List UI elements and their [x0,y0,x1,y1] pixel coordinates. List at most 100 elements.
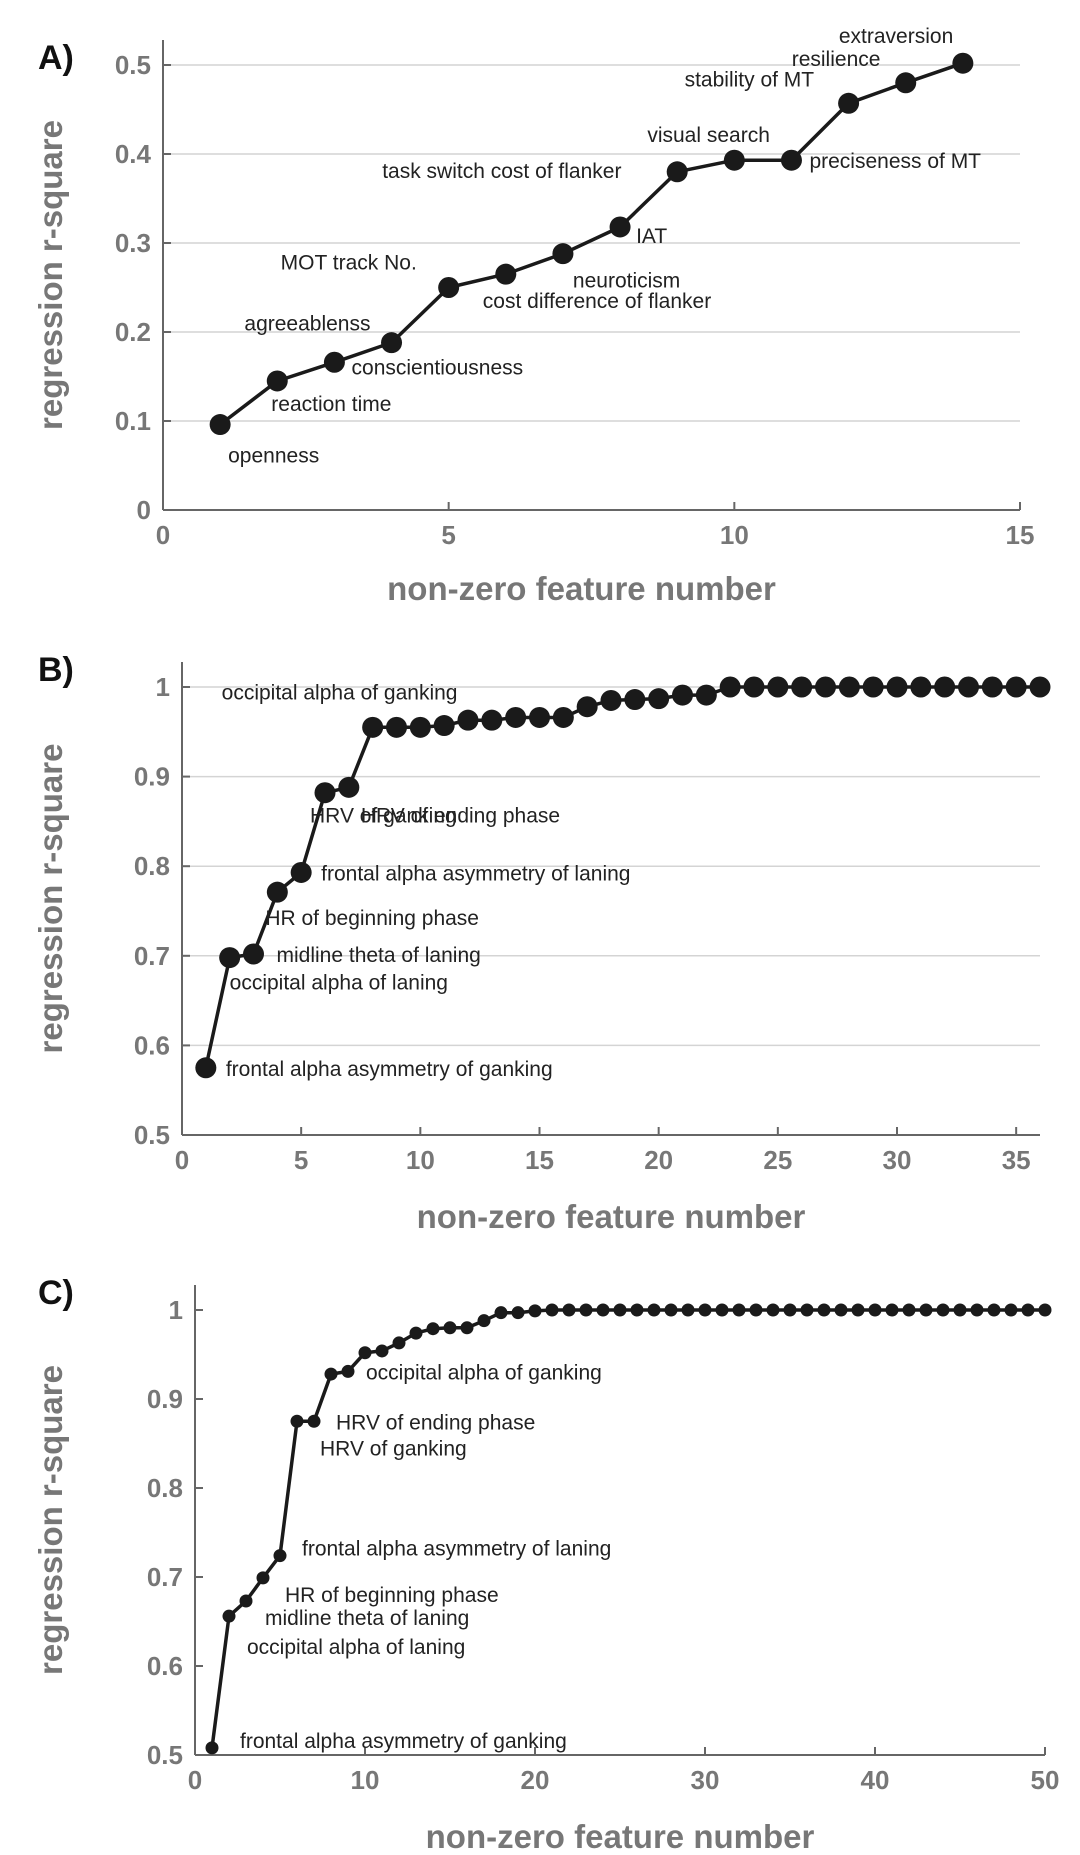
data-point [952,52,974,74]
annotation-label: frontal alpha asymmetry of ganking [240,1730,567,1753]
data-point [953,1303,967,1317]
panel-letter: A) [38,39,74,77]
data-point [838,676,860,698]
x-axis-title: non-zero feature number [417,1198,806,1235]
data-point [958,676,979,698]
data-point [743,676,765,698]
data-point [851,1303,865,1317]
annotation-label: occipital alpha of laning [230,972,448,995]
annotation-label: frontal alpha asymmetry of laning [302,1538,611,1561]
x-tick-label: 50 [1031,1765,1060,1795]
panel-letter: B) [38,651,74,689]
x-tick-label: 30 [883,1145,912,1175]
data-point [834,1303,848,1317]
y-tick-label: 0.6 [147,1651,183,1681]
data-point [987,1303,1001,1317]
y-tick-label: 0.1 [115,406,151,436]
y-tick-label: 0.3 [115,228,151,258]
data-point [495,263,517,285]
annotation-label: preciseness of MT [809,150,981,173]
data-point [562,1303,576,1317]
annotation-label: MOT track No. [281,252,417,275]
x-tick-label: 40 [861,1765,890,1795]
x-tick-label: 25 [763,1145,792,1175]
y-tick-label: 0.9 [147,1384,183,1414]
data-point [862,676,884,698]
data-point [386,716,407,738]
data-point [266,881,288,903]
annotation-label: stability of MT [685,68,815,91]
annotation-label: frontal alpha asymmetry of ganking [226,1058,553,1081]
x-tick-label: 10 [406,1145,435,1175]
data-point [1004,1303,1018,1317]
data-point [323,351,345,373]
data-point [695,684,717,706]
annotation-label: task switch cost of flanker [382,160,621,183]
annotation-label: reaction time [271,393,391,416]
data-point [528,1304,542,1318]
y-tick-label: 0.6 [134,1030,170,1060]
data-point [868,1303,882,1317]
data-point [600,689,622,711]
data-point [791,676,813,698]
data-point [256,1571,270,1585]
y-tick-label: 0.7 [134,941,170,971]
data-point [749,1303,763,1317]
annotation-label: HRV of ending phase [361,804,560,827]
data-point [970,1303,984,1317]
data-point [719,676,741,698]
data-point [219,947,241,969]
data-point [886,676,908,698]
y-tick-label: 0 [137,495,151,525]
y-tick-label: 0.7 [147,1562,183,1592]
data-point [1021,1303,1035,1317]
data-point [438,277,460,298]
x-tick-label: 15 [1006,520,1035,550]
data-point [273,1549,287,1563]
annotation-label: visual search [647,124,770,147]
annotation-label: IAT [636,225,667,248]
data-point [936,1303,950,1317]
y-axis-title: regression r-square [32,744,69,1054]
data-point [392,1336,406,1350]
data-point [341,1364,355,1378]
data-point [783,1303,797,1317]
annotation-label: occipital alpha of ganking [366,1361,602,1384]
annotation-label: agreeablenss [244,312,370,335]
x-tick-label: 15 [525,1145,554,1175]
data-point [409,716,431,738]
data-point [698,1303,712,1317]
annotation-label: conscientiousness [352,357,524,380]
annotation-label: cost difference of flanker [483,290,711,313]
data-point [545,1303,559,1317]
y-tick-label: 0.2 [115,317,151,347]
data-point [457,709,479,731]
data-point [895,72,917,94]
x-tick-label: 0 [156,520,170,550]
annotation-label: HRV of ganking [310,805,457,828]
data-point [511,1306,525,1320]
data-point [381,332,403,354]
data-point [664,1303,678,1317]
data-point [290,861,312,883]
data-point [460,1321,474,1335]
x-tick-label: 0 [175,1145,189,1175]
data-point [505,706,527,728]
data-point [910,676,932,698]
x-tick-label: 5 [294,1145,308,1175]
data-point [613,1303,627,1317]
x-tick-label: 20 [521,1765,550,1795]
chart-panel-1: A) 0 0.1 0.2 0.3 0.4 0.5 0 5 10 15 non-zero feature… [32,25,1034,607]
data-point [576,696,598,718]
data-point [647,1303,661,1317]
y-tick-label: 0.8 [147,1473,183,1503]
annotation-label: frontal alpha asymmetry of laning [321,862,630,885]
x-tick-label: 35 [1002,1145,1031,1175]
annotation-label: HRV of ganking [320,1437,467,1460]
y-tick-label: 0.5 [115,50,151,80]
data-point [338,776,360,798]
y-tick-label: 0.9 [134,762,170,792]
data-point [477,1314,491,1328]
y-axis-title: regression r-square [32,120,69,430]
annotation-label: extraversion [839,25,953,48]
